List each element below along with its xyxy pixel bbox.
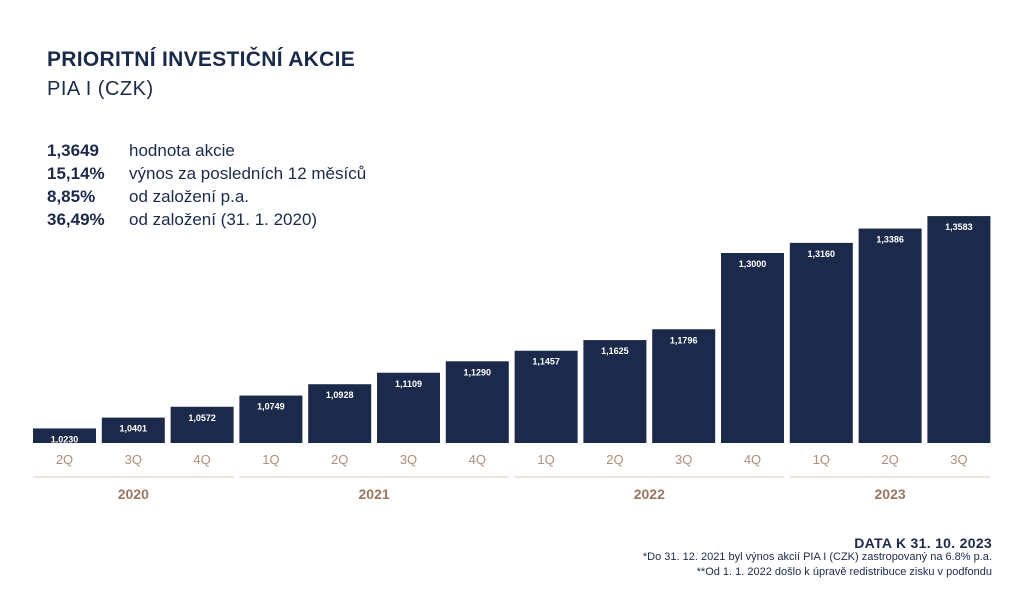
- bar-value-label: 1,0401: [120, 424, 148, 434]
- x-tick-label: 3Q: [675, 452, 692, 467]
- x-tick-label: 2Q: [331, 452, 348, 467]
- bar: [445, 361, 509, 443]
- stat-value: 36,49%: [47, 209, 105, 229]
- bar-value-label: 1,0749: [257, 402, 285, 412]
- x-tick-label: 4Q: [744, 452, 761, 467]
- x-tick-label: 4Q: [193, 452, 210, 467]
- x-tick-label: 4Q: [469, 452, 486, 467]
- x-tick-label: 3Q: [400, 452, 417, 467]
- bar: [652, 329, 716, 443]
- stat-value: 15,14%: [47, 163, 105, 183]
- stat-label: hodnota akcie: [129, 140, 235, 160]
- chart-subtitle: PIA I (CZK): [47, 78, 154, 100]
- footnote-1: *Do 31. 12. 2021 byl výnos akcií PIA I (…: [642, 551, 992, 563]
- stat-row: 36,49% od založení (31. 1. 2020): [47, 208, 366, 231]
- x-tick-label: 1Q: [537, 452, 554, 467]
- footnote-2: **Od 1. 1. 2022 došlo k úpravě redistrib…: [696, 566, 992, 578]
- stat-value: 1,3649: [47, 140, 99, 160]
- bar-value-label: 1,1290: [464, 367, 492, 377]
- bar: [170, 406, 234, 443]
- bar-value-label: 1,0572: [188, 413, 216, 423]
- bar-value-label: 1,0928: [326, 390, 354, 400]
- year-label: 2021: [359, 486, 390, 502]
- bar: [789, 242, 853, 443]
- bar: [514, 350, 578, 443]
- bar-value-label: 1,3583: [945, 222, 973, 232]
- bar: [377, 372, 440, 443]
- data-date-note: DATA K 31. 10. 2023: [854, 535, 992, 551]
- stat-row: 15,14% výnos za posledních 12 měsíců: [47, 162, 366, 185]
- stat-label: výnos za posledních 12 měsíců: [129, 163, 367, 183]
- bar-value-label: 1,1796: [670, 335, 698, 345]
- stats-panel: 1,3649 hodnota akcie 15,14% výnos za pos…: [47, 139, 366, 231]
- year-label: 2020: [118, 486, 149, 502]
- bar: [583, 340, 647, 443]
- stat-row: 1,3649 hodnota akcie: [47, 139, 366, 162]
- bar: [721, 253, 784, 443]
- bar-value-label: 1,1457: [532, 357, 560, 367]
- bar-value-label: 1,1625: [601, 346, 629, 356]
- stat-value: 8,85%: [47, 186, 96, 206]
- stat-label: od založení p.a.: [129, 186, 250, 206]
- x-tick-label: 1Q: [262, 452, 279, 467]
- x-tick-label: 2Q: [56, 452, 73, 467]
- bar: [858, 228, 922, 443]
- x-tick-label: 1Q: [813, 452, 830, 467]
- bar: [239, 395, 303, 443]
- bar: [33, 428, 96, 443]
- bar: [927, 216, 991, 443]
- bar-value-label: 1,0230: [51, 434, 79, 444]
- year-label: 2023: [875, 486, 906, 502]
- bar: [308, 384, 372, 443]
- bar-value-label: 1,3000: [739, 259, 767, 269]
- bar-value-label: 1,3160: [808, 249, 836, 259]
- x-tick-label: 2Q: [606, 452, 623, 467]
- stat-row: 8,85% od založení p.a.: [47, 185, 366, 208]
- chart-title: PRIORITNÍ INVESTIČNÍ AKCIE: [47, 48, 356, 71]
- bar-value-label: 1,3386: [876, 235, 904, 245]
- x-tick-label: 3Q: [125, 452, 142, 467]
- bar: [101, 417, 165, 443]
- x-tick-label: 2Q: [881, 452, 898, 467]
- year-label: 2022: [634, 486, 665, 502]
- stat-label: od založení (31. 1. 2020): [129, 209, 318, 229]
- x-tick-label: 3Q: [950, 452, 967, 467]
- bar-value-label: 1,1109: [395, 379, 422, 389]
